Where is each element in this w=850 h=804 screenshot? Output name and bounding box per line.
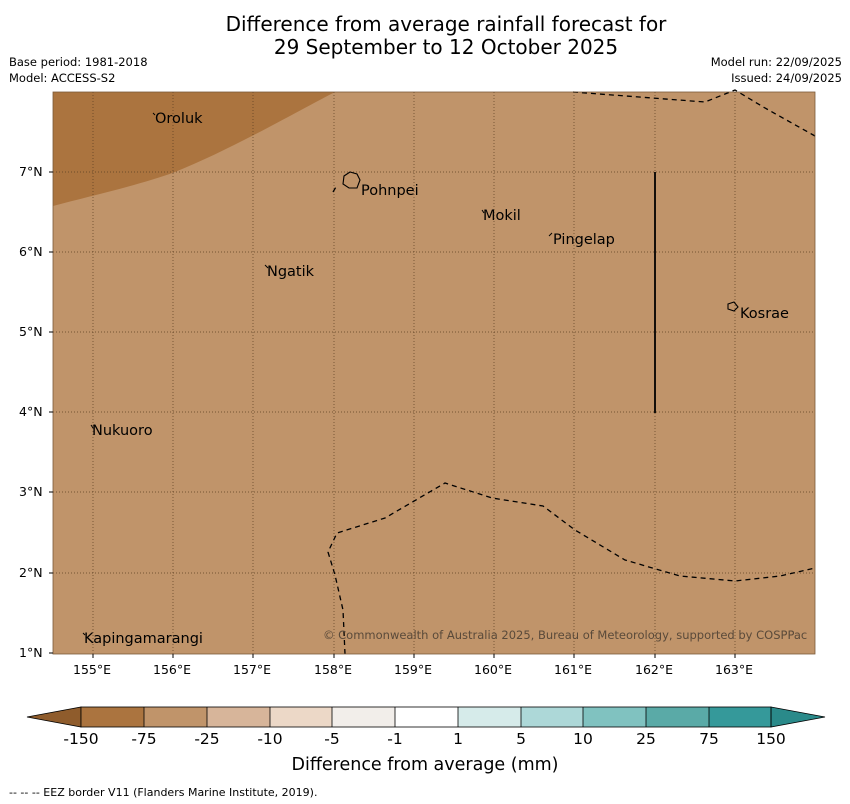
x-tick-label: 161°E	[554, 662, 593, 677]
colorbar-segment	[646, 707, 709, 727]
colorbar-label: -75	[131, 730, 157, 748]
colorbar-low-extension	[26, 706, 82, 728]
colorbar	[26, 706, 826, 728]
colorbar-segment	[144, 707, 207, 727]
colorbar-title: Difference from average (mm)	[291, 755, 559, 775]
colorbar-segment	[395, 707, 458, 727]
pohnpei-island	[342, 171, 361, 189]
place-label-kosrae: Kosrae	[740, 306, 789, 322]
colorbar-segment	[332, 707, 395, 727]
x-tick-label: 162°E	[635, 662, 674, 677]
island-marks	[82, 112, 553, 636]
y-tick-label: 4°N	[19, 404, 43, 419]
colorbar-label: -10	[257, 730, 283, 748]
place-label-pingelap: Pingelap	[553, 232, 615, 248]
kosrae-island	[727, 301, 739, 312]
place-label-kapingamarangi: Kapingamarangi	[84, 631, 203, 647]
colorbar-label: 25	[636, 730, 656, 748]
issued-date: Issued: 24/09/2025	[731, 71, 842, 85]
map-border	[52, 91, 816, 655]
colorbar-label: -25	[194, 730, 220, 748]
place-label-mokil: Mokil	[483, 208, 521, 224]
place-label-ngatik: Ngatik	[267, 264, 315, 280]
islands	[342, 171, 739, 312]
title-line-1: Difference from average rainfall forecas…	[225, 12, 667, 36]
colorbar-label: 1	[453, 730, 463, 748]
eez-borders	[327, 89, 816, 655]
meta-left: Base period: 1981-2018 Model: ACCESS-S2	[9, 54, 148, 86]
colorbar-high-extension	[770, 706, 826, 728]
x-tick-label: 158°E	[314, 662, 353, 677]
copyright-notice: © Commonwealth of Australia 2025, Bureau…	[323, 628, 808, 642]
x-tick-label: 160°E	[474, 662, 513, 677]
colorbar-label: 150	[756, 730, 786, 748]
x-tick-label: 155°E	[73, 662, 112, 677]
dry-region	[53, 92, 335, 206]
place-label-pohnpei: Pohnpei	[361, 183, 419, 199]
eez-footnote: -- -- -- EEZ border V11 (Flanders Marine…	[9, 786, 318, 799]
colorbar-segment	[709, 707, 771, 727]
colorbar-segment	[207, 707, 270, 727]
y-tick-label: 6°N	[19, 244, 43, 259]
x-tick-label: 163°E	[715, 662, 754, 677]
colorbar-label: 10	[573, 730, 593, 748]
title-line-2: 29 September to 12 October 2025	[273, 35, 619, 59]
grid-lines	[53, 92, 815, 654]
model-name: Model: ACCESS-S2	[9, 71, 116, 85]
x-tick-label: 156°E	[153, 662, 192, 677]
colorbar-segment	[458, 707, 521, 727]
tick-marks	[49, 171, 736, 658]
colorbar-label: -150	[63, 730, 99, 748]
place-label-oroluk: Oroluk	[155, 111, 203, 127]
y-tick-label: 5°N	[19, 324, 43, 339]
model-run: Model run: 22/09/2025	[710, 55, 842, 69]
y-tick-label: 7°N	[19, 164, 43, 179]
colorbar-label: 75	[699, 730, 719, 748]
colorbar-label: -1	[387, 730, 403, 748]
colorbar-segment	[270, 707, 332, 727]
place-label-nukuoro: Nukuoro	[92, 423, 153, 439]
colorbar-label: 5	[516, 730, 526, 748]
x-tick-label: 159°E	[394, 662, 433, 677]
colorbar-label: -5	[324, 730, 340, 748]
colorbar-segment	[81, 707, 144, 727]
base-period: Base period: 1981-2018	[9, 55, 148, 69]
y-tick-label: 3°N	[19, 484, 43, 499]
y-tick-label: 1°N	[19, 645, 43, 660]
x-tick-label: 157°E	[233, 662, 272, 677]
colorbar-segment	[583, 707, 646, 727]
colorbar-segment	[521, 707, 583, 727]
meta-right: Model run: 22/09/2025 Issued: 24/09/2025	[711, 54, 842, 86]
map-background	[53, 92, 815, 654]
y-tick-label: 2°N	[19, 565, 43, 580]
map-title: Difference from average rainfall forecas…	[0, 13, 850, 59]
